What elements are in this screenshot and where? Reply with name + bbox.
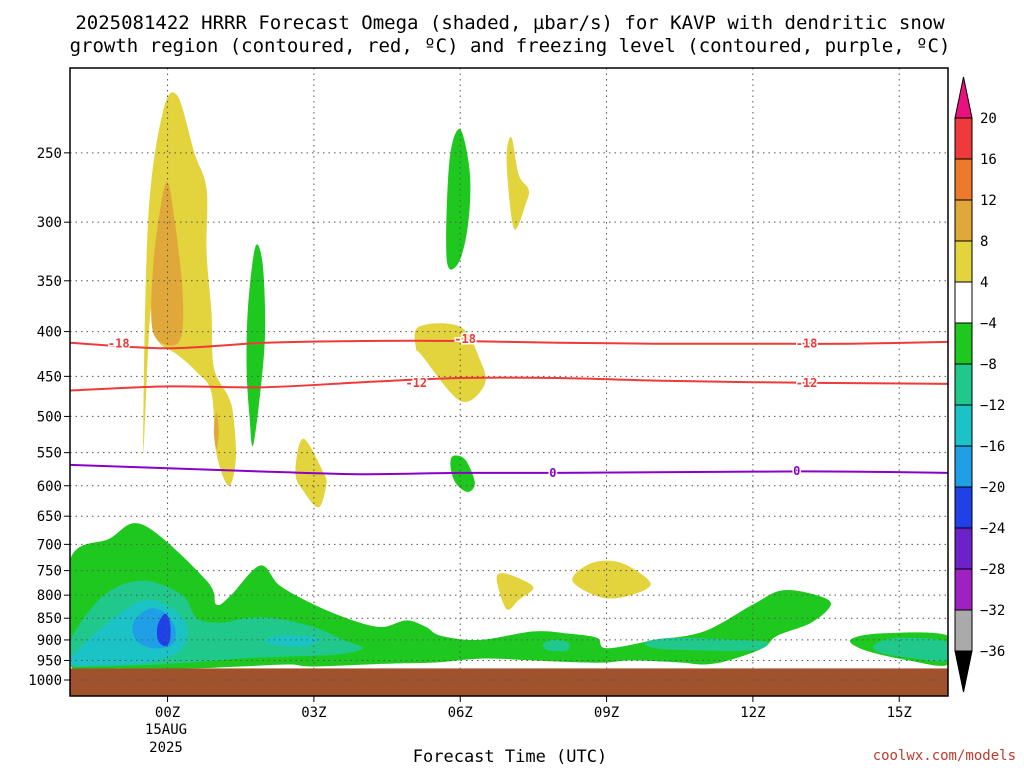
omega-region-6 (506, 136, 529, 230)
omega-region-21 (542, 639, 570, 652)
contour-label--12-1: -12 (796, 376, 818, 390)
y-tick-label-550: 550 (37, 446, 62, 462)
y-tick-label-400: 400 (37, 325, 62, 341)
colorbar-label-0: 20 (980, 111, 997, 127)
colorbar-bin-7 (954, 404, 973, 447)
x-date-line-1: 15AUG (145, 722, 187, 738)
omega-region-2 (213, 412, 219, 450)
colorbar-bin-9 (954, 486, 973, 529)
grid (70, 68, 948, 681)
contour-line-0 (70, 463, 948, 476)
colorbar-bin-2 (954, 199, 973, 242)
colorbar-label-10: −24 (980, 521, 1005, 537)
omega-region-1 (151, 181, 184, 346)
colorbar-label-9: −20 (980, 480, 1005, 496)
colorbar-bin-1 (954, 158, 973, 201)
y-tick-label-950: 950 (37, 653, 62, 669)
colorbar-bin-11 (954, 568, 973, 611)
colorbar: 20 16 12 8 4 −4 −8 −12 −16 −20 −24 −28 −32 −36 (954, 76, 1005, 693)
omega-region-3 (246, 244, 266, 447)
contour-label-0-1: 0 (793, 464, 800, 478)
y-tick-label-350: 350 (37, 274, 62, 290)
colorbar-label-3: 8 (980, 234, 988, 250)
x-tick-label-15Z: 15Z (887, 705, 912, 721)
y-axis: 250 300 350 400 450 500 550 600 650 700 750 800 850 9… (28, 146, 70, 689)
contours: -18 -18 -18 -12 -12 0 0 (70, 331, 948, 481)
contour-label--18-1: -18 (454, 332, 476, 346)
omega-region-7 (414, 323, 486, 402)
colorbar-label-13: −36 (980, 644, 1005, 660)
chart-title-line-1: 2025081422 HRRR Forecast Omega (shaded, … (75, 12, 945, 34)
omega-region-18 (644, 637, 769, 652)
plot-area: -18 -18 -18 -12 -12 0 0 (70, 68, 948, 696)
colorbar-bin-10 (954, 527, 973, 570)
y-tick-label-300: 300 (37, 215, 62, 231)
colorbar-label-7: −12 (980, 398, 1005, 414)
x-tick-label-00Z: 00Z (155, 705, 180, 721)
credit-link[interactable]: coolwx.com/models (873, 748, 1016, 764)
y-tick-label-250: 250 (37, 146, 62, 162)
y-tick-label-600: 600 (37, 479, 62, 495)
colorbar-bin-6 (954, 363, 973, 406)
colorbar-label-4: 4 (980, 275, 988, 291)
contour-line--12 (70, 376, 948, 392)
colorbar-top-arrow (954, 76, 973, 119)
y-tick-label-800: 800 (37, 588, 62, 604)
x-tick-label-06Z: 06Z (448, 705, 473, 721)
omega-region-20 (873, 637, 948, 662)
colorbar-label-11: −28 (980, 562, 1005, 578)
contour-label--18-0: -18 (108, 337, 130, 351)
y-tick-label-850: 850 (37, 611, 62, 627)
x-tick-label-09Z: 09Z (594, 705, 619, 721)
colorbar-bin-12 (954, 609, 973, 652)
y-tick-label-1000: 1000 (28, 673, 62, 689)
contour-line--18 (70, 339, 948, 350)
y-tick-label-900: 900 (37, 633, 62, 649)
colorbar-bottom-arrow (954, 650, 973, 693)
colorbar-label-6: −8 (980, 357, 997, 373)
colorbar-label-5: −4 (980, 316, 997, 332)
y-tick-label-700: 700 (37, 537, 62, 553)
x-tick-label-03Z: 03Z (301, 705, 326, 721)
omega-region-10 (572, 560, 651, 599)
contour-label-0-0: 0 (549, 466, 556, 480)
omega-region-5 (446, 128, 471, 270)
x-date-line-2: 2025 (149, 740, 183, 756)
omega-region-15 (156, 613, 171, 647)
colorbar-bin-4 (954, 281, 973, 324)
colorbar-bin-0 (954, 117, 973, 160)
colorbar-bin-8 (954, 445, 973, 488)
chart-title-line-2: growth region (contoured, red, ºC) and f… (70, 35, 951, 57)
omega-region-17 (265, 635, 319, 647)
x-tick-label-12Z: 12Z (740, 705, 765, 721)
plot-frame (69, 67, 949, 697)
x-axis-title: Forecast Time (UTC) (413, 747, 607, 767)
ground-below-surface (70, 668, 948, 696)
omega-region-9 (496, 573, 534, 610)
x-axis: 00Z 03Z 06Z 09Z 12Z 15Z (155, 696, 912, 721)
colorbar-bin-5 (954, 322, 973, 365)
colorbar-label-2: 12 (980, 193, 997, 209)
y-tick-label-450: 450 (37, 369, 62, 385)
colorbar-label-1: 16 (980, 152, 997, 168)
colorbar-bin-3 (954, 240, 973, 283)
contour-label--12-0: -12 (405, 376, 427, 390)
y-tick-label-500: 500 (37, 409, 62, 425)
contour-label--18-2: -18 (796, 337, 818, 351)
colorbar-label-12: −32 (980, 603, 1005, 619)
colorbar-label-8: −16 (980, 439, 1005, 455)
y-tick-label-750: 750 (37, 564, 62, 580)
y-tick-label-650: 650 (37, 509, 62, 525)
